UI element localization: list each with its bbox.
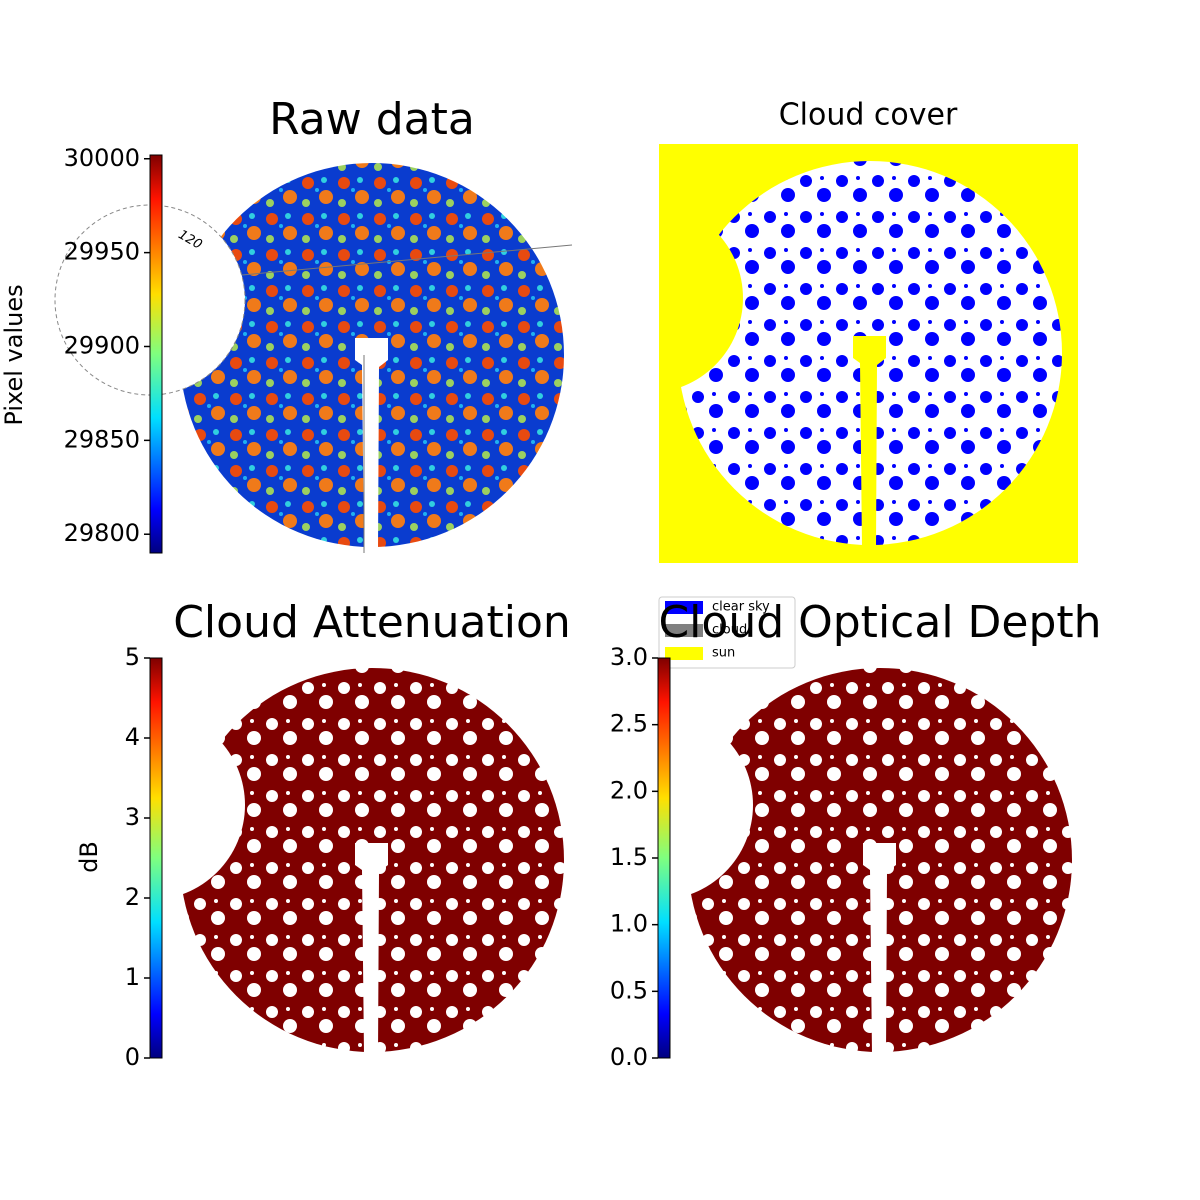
panel-title: Cloud cover <box>779 98 958 133</box>
colorbar-tick-label: 0.5 <box>610 976 648 1004</box>
colorbar-tick-label: 1 <box>125 963 140 991</box>
legend-swatch <box>665 624 703 637</box>
colorbar <box>149 154 163 554</box>
legend-swatch <box>665 601 703 614</box>
optical-depth-image <box>680 660 1080 1060</box>
panel-title: Cloud Attenuation <box>173 597 571 648</box>
colorbar <box>657 657 671 1059</box>
legend-swatch <box>665 647 703 660</box>
colorbar-label: Pixel values <box>0 284 28 425</box>
colorbar-tick-label: 0 <box>125 1043 140 1071</box>
colorbar-tick-label: 2.5 <box>610 710 648 738</box>
colorbar-label: dB <box>75 841 103 873</box>
colorbar-tick-label: 4 <box>125 723 140 751</box>
cloud-cover-sky <box>670 153 1070 553</box>
colorbar-tick-label: 5 <box>125 643 140 671</box>
colorbar-tick-label: 3 <box>125 803 140 831</box>
legend-label: clear sky <box>712 600 770 615</box>
colorbar-tick-label: 29850 <box>64 425 140 453</box>
raw-image <box>54 155 573 555</box>
panel-title: Cloud Optical Depth <box>658 597 1101 648</box>
colorbar-tick-label: 0.0 <box>610 1043 648 1071</box>
colorbar-tick-label: 29950 <box>64 238 140 266</box>
colorbar-tick-label: 29900 <box>64 331 140 359</box>
colorbar-tick-label: 29800 <box>64 519 140 547</box>
colorbar-tick-label: 2.0 <box>610 776 648 804</box>
colorbar <box>149 657 163 1059</box>
legend-label: cloud <box>712 623 747 638</box>
colorbar-tick-label: 3.0 <box>610 643 648 671</box>
attenuation-image <box>172 660 572 1060</box>
colorbar-tick-label: 1.0 <box>610 910 648 938</box>
colorbar-tick-label: 2 <box>125 883 140 911</box>
colorbar-tick-label: 30000 <box>64 144 140 172</box>
panel-title: Raw data <box>269 94 475 145</box>
legend-label: sun <box>712 646 735 661</box>
colorbar-tick-label: 1.5 <box>610 843 648 871</box>
